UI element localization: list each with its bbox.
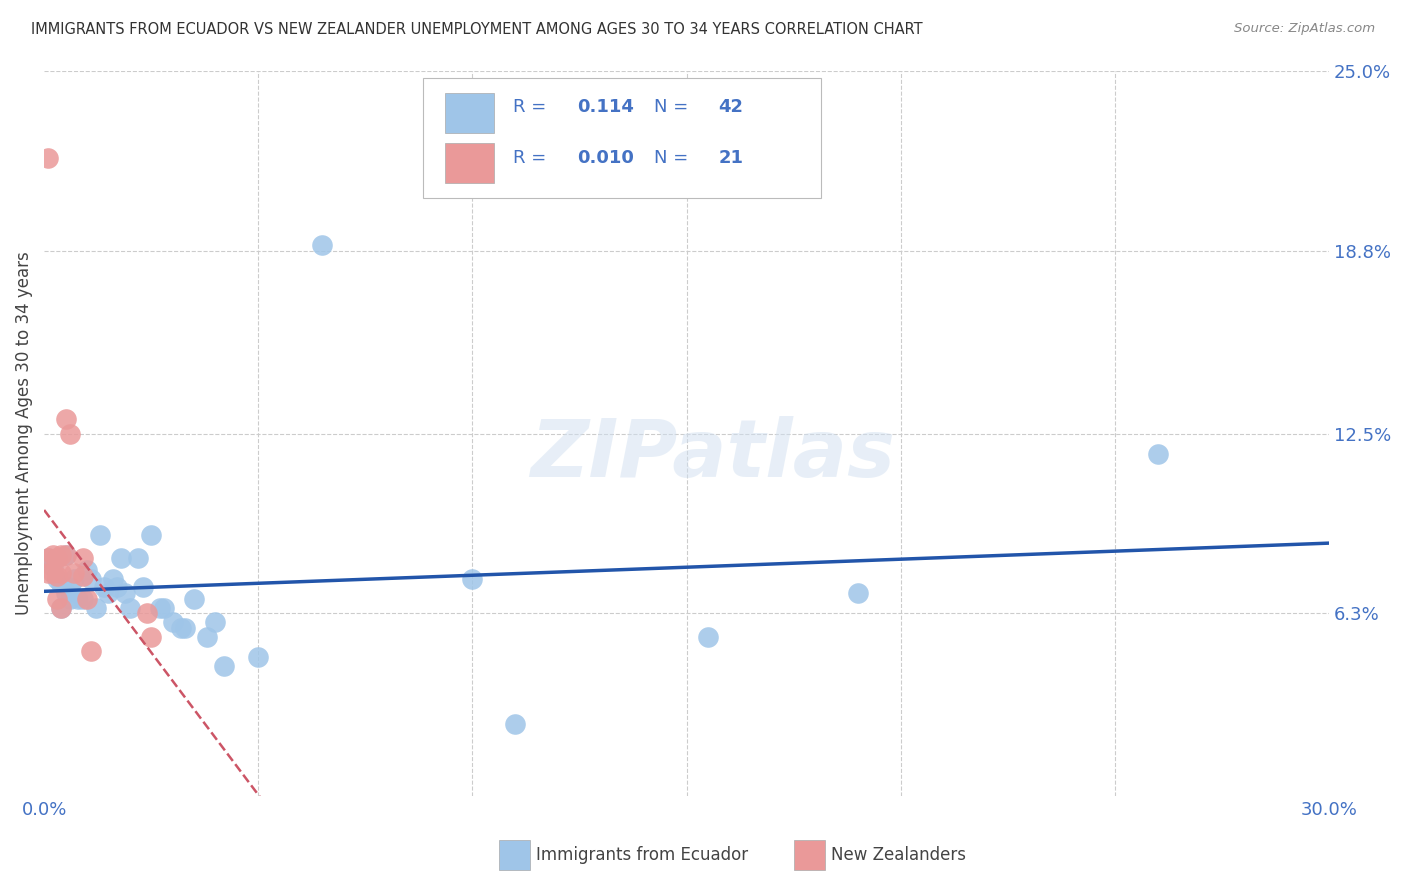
Text: ZIPatlas: ZIPatlas xyxy=(530,417,894,494)
FancyBboxPatch shape xyxy=(423,78,821,198)
Point xyxy=(141,528,163,542)
Point xyxy=(41,560,63,574)
Point xyxy=(162,615,184,629)
Point xyxy=(51,549,73,563)
Point xyxy=(59,426,82,441)
Bar xyxy=(444,93,494,133)
Point xyxy=(131,580,153,594)
Point xyxy=(174,621,197,635)
Text: N =: N = xyxy=(654,149,695,168)
Point xyxy=(183,591,205,606)
Text: IMMIGRANTS FROM ECUADOR VS NEW ZEALANDER UNEMPLOYMENT AMONG AGES 30 TO 34 YEARS : IMMIGRANTS FROM ECUADOR VS NEW ZEALANDER… xyxy=(31,22,922,37)
Point xyxy=(41,549,63,563)
Point xyxy=(55,586,77,600)
Point xyxy=(51,600,73,615)
Point xyxy=(105,580,128,594)
Point xyxy=(80,572,103,586)
Text: 0.114: 0.114 xyxy=(578,97,634,116)
Point xyxy=(97,586,120,600)
Point xyxy=(80,644,103,658)
Point xyxy=(59,591,82,606)
Point xyxy=(67,591,90,606)
Point xyxy=(72,591,94,606)
Point xyxy=(63,572,86,586)
Point xyxy=(153,600,176,615)
Point xyxy=(46,551,69,566)
Point xyxy=(46,591,69,606)
Text: 21: 21 xyxy=(718,149,744,168)
Point xyxy=(247,649,270,664)
Point xyxy=(41,566,63,580)
Point xyxy=(461,572,484,586)
Point xyxy=(846,586,869,600)
Point xyxy=(1146,447,1168,461)
Point xyxy=(37,151,59,165)
Text: 0.010: 0.010 xyxy=(578,149,634,168)
Point xyxy=(503,716,526,731)
Point xyxy=(110,551,132,566)
Point xyxy=(63,566,86,580)
Point xyxy=(89,528,111,542)
Text: R =: R = xyxy=(513,149,553,168)
Bar xyxy=(444,144,494,183)
Point xyxy=(195,630,218,644)
Point xyxy=(170,621,193,635)
Point xyxy=(72,568,94,582)
Point xyxy=(141,630,163,644)
Point xyxy=(51,600,73,615)
Point xyxy=(114,586,136,600)
Point xyxy=(46,572,69,586)
Y-axis label: Unemployment Among Ages 30 to 34 years: Unemployment Among Ages 30 to 34 years xyxy=(15,252,32,615)
Point xyxy=(37,551,59,566)
Text: Source: ZipAtlas.com: Source: ZipAtlas.com xyxy=(1234,22,1375,36)
Point xyxy=(212,658,235,673)
Point xyxy=(127,551,149,566)
Point xyxy=(84,600,107,615)
Point xyxy=(55,549,77,563)
Point xyxy=(55,412,77,426)
Text: Immigrants from Ecuador: Immigrants from Ecuador xyxy=(536,847,748,864)
Text: N =: N = xyxy=(654,97,695,116)
Point xyxy=(59,580,82,594)
Point xyxy=(149,600,172,615)
Point xyxy=(311,238,333,252)
Point xyxy=(118,600,141,615)
Text: 42: 42 xyxy=(718,97,744,116)
Point xyxy=(135,607,157,621)
Point xyxy=(55,549,77,563)
Point xyxy=(76,591,98,606)
Point xyxy=(72,551,94,566)
Point xyxy=(46,568,69,582)
Point xyxy=(51,566,73,580)
Point xyxy=(37,566,59,580)
Point xyxy=(51,577,73,591)
Point xyxy=(101,572,124,586)
Point xyxy=(93,580,115,594)
Point xyxy=(696,630,718,644)
Point xyxy=(204,615,226,629)
Text: New Zealanders: New Zealanders xyxy=(831,847,966,864)
Point xyxy=(76,563,98,577)
Point xyxy=(37,551,59,566)
Text: R =: R = xyxy=(513,97,553,116)
